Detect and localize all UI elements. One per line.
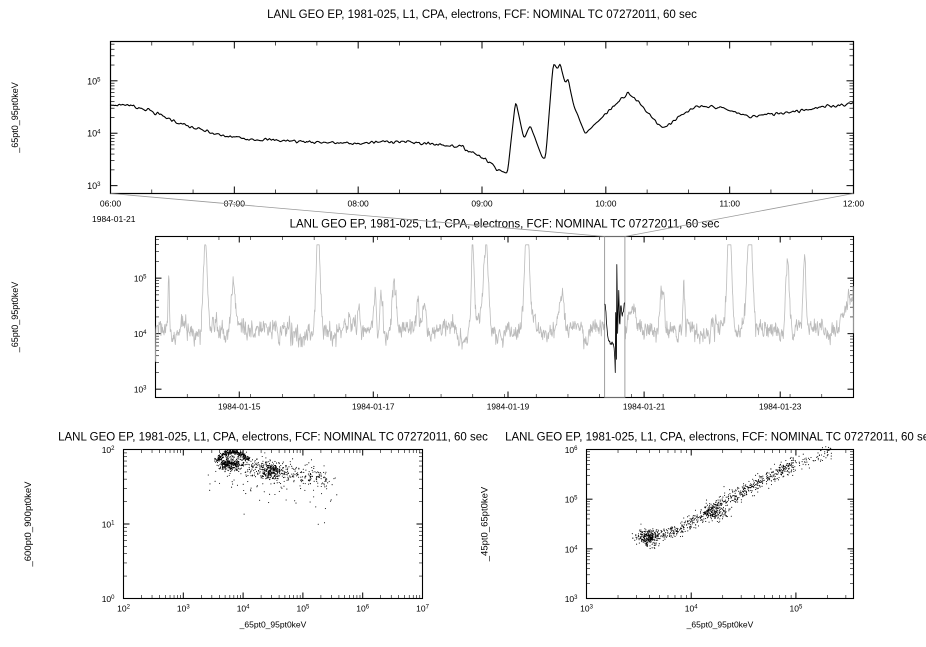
svg-text:102: 102 <box>102 445 115 455</box>
svg-text:107: 107 <box>416 604 429 614</box>
svg-text:103: 103 <box>580 604 593 614</box>
svg-text:103: 103 <box>565 594 578 604</box>
svg-text:LANL GEO EP, 1981-025, L1, CPA: LANL GEO EP, 1981-025, L1, CPA, electron… <box>505 432 926 444</box>
svg-text:105: 105 <box>565 495 578 505</box>
svg-text:105: 105 <box>790 604 803 614</box>
svg-text:106: 106 <box>565 445 578 455</box>
svg-text:_65pt0_95pt0keV: _65pt0_95pt0keV <box>239 620 307 630</box>
svg-text:106: 106 <box>356 604 369 614</box>
svg-text:100: 100 <box>102 594 115 604</box>
svg-text:105: 105 <box>296 604 309 614</box>
svg-text:104: 104 <box>565 544 578 554</box>
svg-text:101: 101 <box>102 520 115 530</box>
svg-text:104: 104 <box>685 604 698 614</box>
svg-text:_600pt0_900pt0keV: _600pt0_900pt0keV <box>23 481 34 568</box>
svg-text:_65pt0_95pt0keV: _65pt0_95pt0keV <box>686 620 754 630</box>
svg-text:102: 102 <box>117 604 130 614</box>
svg-text:104: 104 <box>237 604 250 614</box>
svg-text:LANL GEO EP, 1981-025, L1, CPA: LANL GEO EP, 1981-025, L1, CPA, electron… <box>58 432 488 444</box>
svg-text:_45pt0_65pt0keV: _45pt0_65pt0keV <box>480 486 491 562</box>
svg-text:103: 103 <box>177 604 190 614</box>
